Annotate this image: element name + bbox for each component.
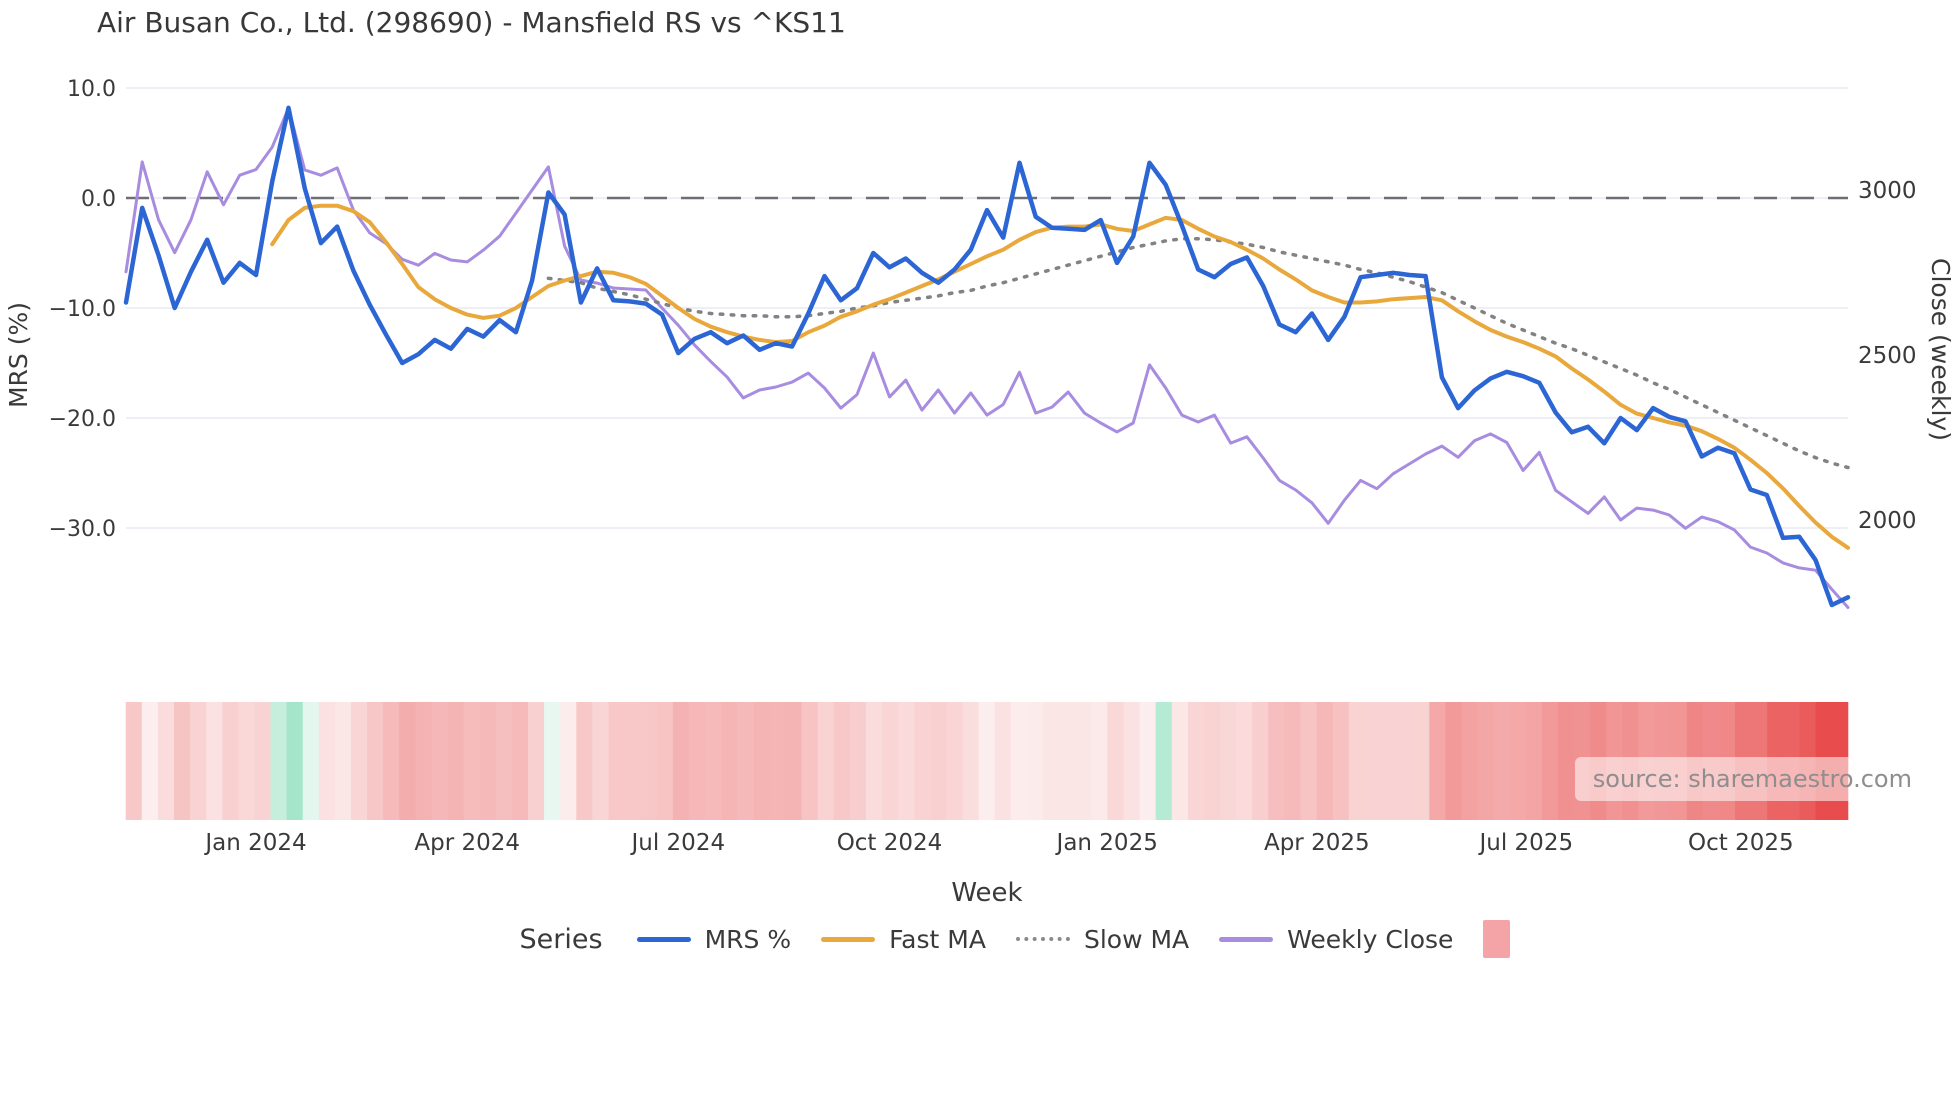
- svg-text:Apr 2024: Apr 2024: [414, 830, 520, 856]
- svg-text:−10.0: −10.0: [49, 297, 116, 322]
- legend: Series MRS % Fast MA Slow MA Weekly Clos…: [0, 920, 1960, 958]
- legend-item-label: Slow MA: [1083, 924, 1190, 954]
- svg-text:Oct 2025: Oct 2025: [1688, 830, 1794, 856]
- fast-ma-line-swatch-icon: [821, 936, 876, 942]
- svg-text:Apr 2025: Apr 2025: [1264, 830, 1370, 856]
- right-axis-ticks: 3000 2500 2000: [1858, 178, 1917, 534]
- legend-item-slow-ma: Slow MA: [1015, 924, 1190, 954]
- gridlines: [126, 87, 1848, 529]
- heatmap-swatch-icon: [1483, 920, 1511, 958]
- series-fast-ma: [270, 203, 1850, 550]
- series-slow-ma: [546, 236, 1850, 470]
- legend-item-mrs: MRS %: [636, 924, 792, 954]
- series-weekly-close: [124, 106, 1850, 609]
- legend-item-label: Weekly Close: [1287, 924, 1454, 954]
- legend-item-fast-ma: Fast MA: [821, 925, 986, 954]
- legend-item-label: Fast MA: [889, 924, 986, 954]
- svg-text:−30.0: −30.0: [49, 517, 116, 542]
- svg-text:0.0: 0.0: [81, 187, 116, 212]
- svg-text:Jan 2025: Jan 2025: [1055, 830, 1158, 856]
- x-axis-label: Week: [951, 878, 1023, 908]
- legend-title: Series: [519, 923, 603, 955]
- left-axis-ticks: 10.0 0.0 −10.0 −20.0 −30.0: [49, 77, 116, 542]
- svg-text:2500: 2500: [1858, 343, 1917, 369]
- svg-text:Jul 2025: Jul 2025: [1477, 830, 1573, 856]
- svg-text:Jul 2024: Jul 2024: [629, 830, 725, 856]
- legend-item-weekly-close: Weekly Close: [1219, 925, 1453, 954]
- right-axis-label: Close (weekly): [1926, 258, 1955, 441]
- x-axis-ticks: Jan 2024 Apr 2024 Jul 2024 Oct 2024 Jan 2025…: [203, 830, 1793, 856]
- source-watermark: source: sharemaestro.com: [1574, 757, 1930, 801]
- chart-title: Air Busan Co., Ltd. (298690) - Mansfield…: [97, 6, 846, 39]
- series-mrs-: [123, 105, 1851, 608]
- svg-text:2000: 2000: [1858, 508, 1917, 534]
- weekly-close-line-swatch-icon: [1219, 936, 1274, 942]
- slow-ma-dotted-swatch-icon: [1015, 937, 1070, 941]
- legend-item-label: MRS %: [704, 924, 792, 954]
- svg-text:Oct 2024: Oct 2024: [837, 830, 943, 856]
- mrs-line-swatch-icon: [636, 936, 691, 942]
- svg-text:−20.0: −20.0: [49, 407, 116, 432]
- source-text: source: sharemaestro.com: [1592, 765, 1912, 793]
- svg-text:10.0: 10.0: [67, 77, 116, 102]
- legend-item-heatmap: [1483, 920, 1511, 958]
- svg-text:Jan 2024: Jan 2024: [203, 830, 306, 856]
- svg-text:3000: 3000: [1858, 178, 1917, 204]
